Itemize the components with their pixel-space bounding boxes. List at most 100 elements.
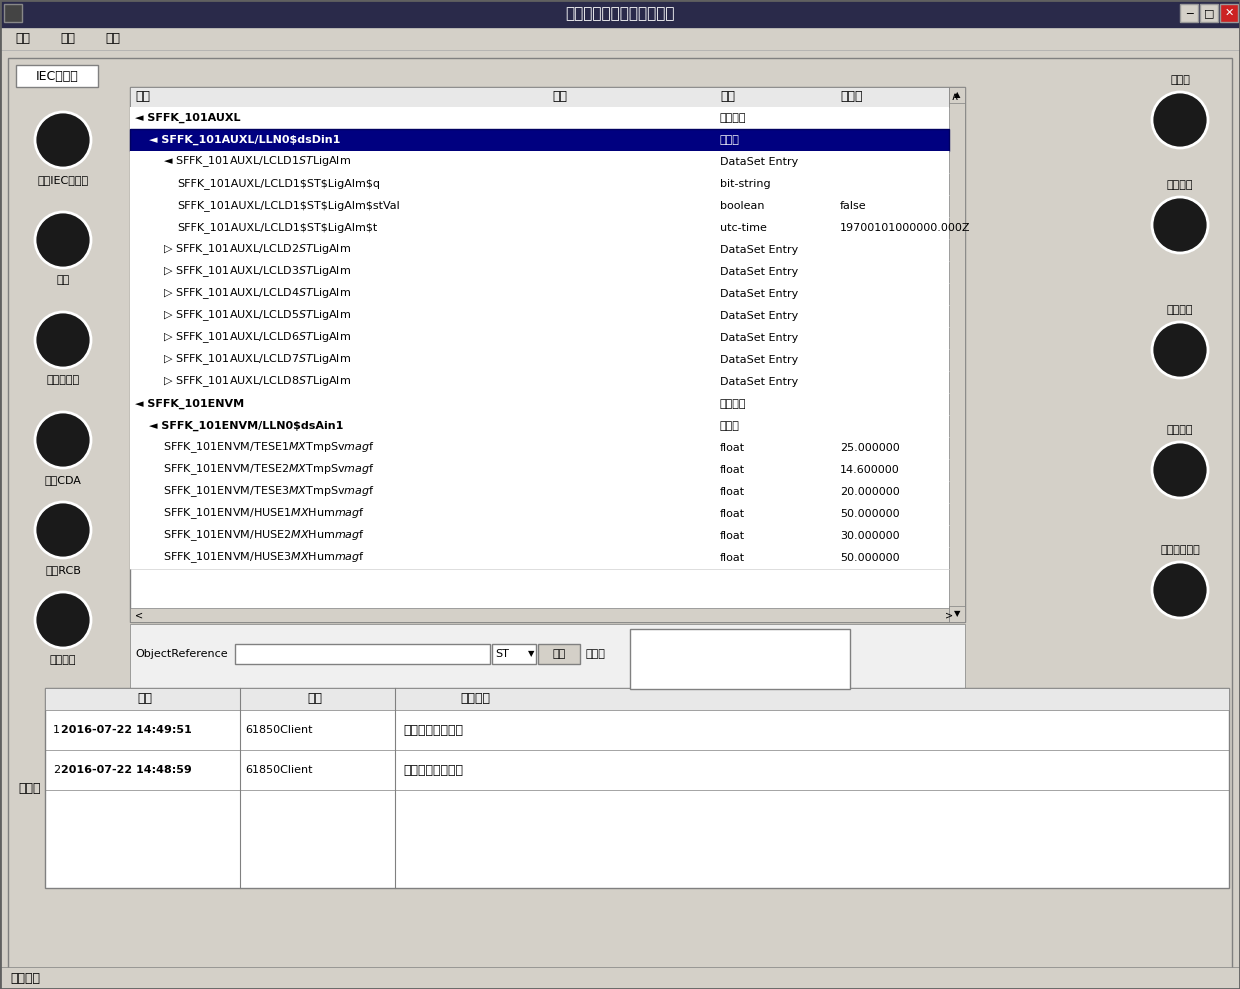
Text: 逻辑设备: 逻辑设备 <box>720 399 746 409</box>
Text: float: float <box>720 531 745 541</box>
Bar <box>130 481 949 503</box>
Text: ✕: ✕ <box>1224 8 1234 18</box>
Text: 关闭连接: 关闭连接 <box>50 655 76 665</box>
Circle shape <box>35 592 91 648</box>
Text: 50.000000: 50.000000 <box>839 553 900 563</box>
Bar <box>130 305 949 327</box>
Text: ObjectReference: ObjectReference <box>135 649 228 659</box>
Text: DataSet Entry: DataSet Entry <box>720 157 799 167</box>
Text: false: false <box>839 201 867 211</box>
Text: 数据集加载完成！: 数据集加载完成！ <box>403 764 463 776</box>
Bar <box>236 644 490 664</box>
Text: 导出测试报告: 导出测试报告 <box>1161 545 1200 555</box>
Text: DataSet Entry: DataSet Entry <box>720 245 799 255</box>
Circle shape <box>35 412 91 468</box>
Circle shape <box>1152 197 1208 253</box>
Text: 时间: 时间 <box>138 692 153 705</box>
Bar <box>130 217 949 239</box>
Text: ◄ SFFK_101AUXL: ◄ SFFK_101AUXL <box>135 113 241 124</box>
Bar <box>949 87 965 622</box>
Bar <box>1200 4 1218 22</box>
Bar <box>130 129 949 151</box>
Bar <box>0 967 1240 989</box>
Bar <box>130 547 949 569</box>
Text: 61850Client: 61850Client <box>246 765 312 775</box>
Text: utc-time: utc-time <box>720 223 766 233</box>
Text: 刷新: 刷新 <box>56 275 69 285</box>
Text: ∧: ∧ <box>951 92 959 102</box>
Text: ▷ SFFK_101AUXL/LCLD2$ST$LigAlm: ▷ SFFK_101AUXL/LCLD2$ST$LigAlm <box>162 242 351 257</box>
Text: float: float <box>720 553 745 563</box>
Bar <box>130 624 965 694</box>
Bar <box>130 437 949 459</box>
Text: ▷ SFFK_101AUXL/LCLD6$ST$LigAlm: ▷ SFFK_101AUXL/LCLD6$ST$LigAlm <box>162 330 351 345</box>
Text: SFFK_101ENVM/TESE3$MX$TmpSv$mag$f: SFFK_101ENVM/TESE3$MX$TmpSv$mag$f <box>162 485 374 499</box>
Text: 备注: 备注 <box>553 91 568 104</box>
Bar <box>130 393 949 415</box>
Text: >: > <box>945 610 954 620</box>
Text: 修改RCB: 修改RCB <box>45 565 81 575</box>
Text: SFFK_101ENVM/TESE2$MX$TmpSv$mag$f: SFFK_101ENVM/TESE2$MX$TmpSv$mag$f <box>162 463 374 478</box>
Text: 数据集: 数据集 <box>720 135 740 145</box>
Text: 数据集: 数据集 <box>720 421 740 431</box>
Bar <box>45 688 1229 888</box>
Text: 50.000000: 50.000000 <box>839 509 900 519</box>
Text: 当前值: 当前值 <box>839 91 863 104</box>
Text: ▷ SFFK_101AUXL/LCLD7$ST$LigAlm: ▷ SFFK_101AUXL/LCLD7$ST$LigAlm <box>162 353 351 367</box>
Text: 文件: 文件 <box>15 33 30 45</box>
Text: 输出信息: 输出信息 <box>460 692 490 705</box>
Bar <box>0 28 1240 50</box>
Bar <box>538 644 580 664</box>
Text: DataSet Entry: DataSet Entry <box>720 289 799 299</box>
Text: 结果：: 结果： <box>587 649 606 659</box>
Text: 配置联动: 配置联动 <box>1167 180 1193 190</box>
Text: 14.600000: 14.600000 <box>839 465 900 475</box>
Text: ▼: ▼ <box>954 609 960 618</box>
Text: 2: 2 <box>53 765 60 775</box>
Text: float: float <box>720 443 745 453</box>
Text: 修改数据树: 修改数据树 <box>46 375 79 385</box>
Bar <box>130 503 949 525</box>
Bar <box>1180 4 1198 22</box>
Text: float: float <box>720 509 745 519</box>
Text: ST: ST <box>495 649 508 659</box>
Text: DataSet Entry: DataSet Entry <box>720 355 799 365</box>
Text: SFFK_101AUXL/LCLD1$ST$LigAlm$stVal: SFFK_101AUXL/LCLD1$ST$LigAlm$stVal <box>177 201 399 212</box>
Bar <box>130 151 949 173</box>
Text: ▷ SFFK_101AUXL/LCLD5$ST$LigAlm: ▷ SFFK_101AUXL/LCLD5$ST$LigAlm <box>162 309 351 323</box>
Bar <box>130 608 949 622</box>
Bar <box>16 65 98 87</box>
Text: DataSet Entry: DataSet Entry <box>720 267 799 277</box>
Text: ▷ SFFK_101AUXL/LCLD8$ST$LigAlm: ▷ SFFK_101AUXL/LCLD8$ST$LigAlm <box>162 375 351 390</box>
Text: 功能: 功能 <box>105 33 120 45</box>
Text: IEC客户端: IEC客户端 <box>36 69 78 82</box>
Bar <box>130 129 949 151</box>
Bar <box>4 4 22 22</box>
Text: ─: ─ <box>1185 8 1193 18</box>
Text: 数据集加载完成！: 数据集加载完成！ <box>403 724 463 737</box>
Text: □: □ <box>1204 8 1214 18</box>
Text: SFFK_101ENVM/HUSE1$MX$Hum$mag$f: SFFK_101ENVM/HUSE1$MX$Hum$mag$f <box>162 506 365 521</box>
Text: 61850Client: 61850Client <box>246 725 312 735</box>
Text: boolean: boolean <box>720 201 765 211</box>
Circle shape <box>35 212 91 268</box>
Text: ◄ SFFK_101ENVM: ◄ SFFK_101ENVM <box>135 399 244 409</box>
Text: 反向测试: 反向测试 <box>1167 425 1193 435</box>
Bar <box>1220 4 1238 22</box>
Circle shape <box>1152 322 1208 378</box>
Text: DataSet Entry: DataSet Entry <box>720 377 799 387</box>
Text: DataSet Entry: DataSet Entry <box>720 311 799 321</box>
Bar <box>130 283 949 305</box>
Bar <box>130 459 949 481</box>
Bar <box>130 371 949 393</box>
Bar <box>0 0 1240 28</box>
Text: 智能变电站监控及联动系统: 智能变电站监控及联动系统 <box>565 7 675 22</box>
Text: 类型: 类型 <box>720 91 735 104</box>
Text: 修改CDA: 修改CDA <box>45 475 82 485</box>
Bar <box>630 629 849 689</box>
Circle shape <box>35 502 91 558</box>
Text: 输出：: 输出： <box>19 781 41 794</box>
Circle shape <box>35 312 91 368</box>
Bar <box>130 195 949 217</box>
Circle shape <box>1152 92 1208 148</box>
